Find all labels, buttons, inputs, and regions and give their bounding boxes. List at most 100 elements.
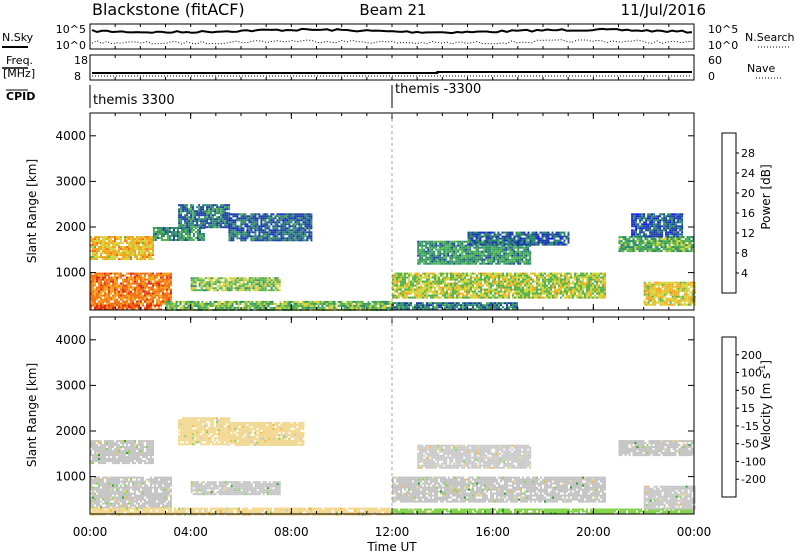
heatmap-cell — [146, 256, 148, 259]
heatmap-cell — [560, 284, 562, 287]
heatmap-cell — [288, 225, 291, 228]
heatmap-cell — [240, 239, 243, 242]
heatmap-cell — [190, 210, 193, 213]
heatmap-cell — [495, 243, 498, 246]
heatmap-cell — [506, 282, 508, 285]
heatmap-cell — [518, 288, 520, 291]
heatmap-cell — [158, 233, 161, 235]
heatmap-cell — [169, 306, 172, 309]
heatmap-cell — [421, 260, 424, 263]
heatmap-cell — [288, 217, 291, 220]
heatmap-cell — [361, 300, 364, 303]
heatmap-cell — [98, 280, 100, 283]
heatmap-cell — [264, 283, 267, 286]
heatmap-cell — [144, 244, 146, 247]
heatmap-cell — [500, 286, 502, 289]
heatmap-cell — [410, 296, 412, 299]
heatmap-cell — [100, 240, 102, 243]
heatmap-cell — [288, 235, 291, 238]
heatmap-cell — [162, 233, 165, 235]
heatmap-cell — [278, 279, 281, 282]
heatmap-cell — [126, 284, 128, 287]
heatmap-cell — [506, 288, 508, 291]
heatmap-cell — [584, 282, 586, 285]
heatmap-cell — [279, 300, 282, 303]
heatmap-cell — [521, 246, 524, 249]
heatmap-cell — [486, 288, 488, 291]
heatmap-cell — [258, 231, 261, 234]
heatmap-cell — [100, 296, 102, 299]
heatmap-cell — [566, 282, 568, 285]
heatmap-cell — [402, 278, 404, 281]
heatmap-cell — [443, 248, 446, 251]
heatmap-cell — [96, 280, 98, 283]
heatmap-cell — [489, 240, 492, 243]
heatmap-cell — [128, 278, 130, 281]
heatmap-cell — [270, 213, 273, 216]
heatmap-cell — [132, 272, 134, 275]
heatmap-cell — [465, 258, 468, 261]
heatmap-cell — [516, 292, 518, 295]
heatmap-cell — [441, 242, 444, 245]
heatmap-cell — [572, 276, 574, 279]
heatmap-cell — [446, 284, 448, 287]
heatmap-cell — [94, 304, 96, 307]
heatmap-cell — [604, 280, 606, 283]
heatmap-cell — [260, 239, 263, 242]
heatmap-cell — [464, 274, 466, 277]
heatmap-cell — [449, 240, 452, 243]
heatmap-cell — [600, 290, 602, 293]
heatmap-cell — [92, 304, 94, 307]
heatmap-cell — [160, 229, 163, 231]
heatmap-cell — [246, 217, 249, 220]
heatmap-cell — [92, 250, 94, 253]
heatmap-cell — [598, 296, 600, 299]
heatmap-cell — [509, 258, 512, 261]
heatmap-cell — [94, 300, 96, 303]
heatmap-cell — [461, 240, 464, 243]
heatmap-cell — [578, 282, 580, 285]
heatmap-cell — [94, 272, 96, 275]
heatmap-cell — [536, 278, 538, 281]
heatmap-cell — [112, 236, 114, 239]
heatmap-cell — [232, 227, 235, 230]
heatmap-cell — [367, 306, 370, 309]
heatmap-cell — [264, 215, 267, 218]
heatmap-cell — [433, 242, 436, 245]
heatmap-cell — [208, 277, 211, 280]
heatmap-cell — [512, 284, 514, 287]
heatmap-cell — [602, 276, 604, 279]
heatmap-cell — [192, 224, 195, 227]
heatmap-cell — [126, 290, 128, 293]
heatmap-cell — [108, 258, 110, 261]
heatmap-cell — [536, 276, 538, 279]
heatmap-cell — [506, 306, 508, 309]
heatmap-cell — [128, 276, 130, 279]
heatmap-cell — [519, 235, 522, 238]
heatmap-cell — [489, 248, 492, 251]
heatmap-cell — [290, 225, 293, 228]
heatmap-cell — [521, 243, 524, 246]
heatmap-cell — [186, 235, 189, 237]
heatmap-cell — [248, 229, 251, 232]
heatmap-cell — [453, 244, 456, 247]
heatmap-cell — [534, 292, 536, 295]
cpid-label: CPID — [6, 90, 35, 103]
heatmap-cell — [487, 241, 490, 244]
heatmap-cell — [469, 258, 472, 261]
heatmap-cell — [160, 294, 162, 297]
heatmap-cell — [136, 300, 138, 303]
heatmap-cell — [250, 221, 253, 224]
heatmap-cell — [456, 272, 458, 275]
heatmap-cell — [497, 248, 500, 251]
heatmap-cell — [218, 224, 221, 227]
heatmap-cell — [473, 260, 476, 263]
heatmap-cell — [104, 250, 106, 253]
heatmap-cell — [506, 304, 508, 307]
heatmap-cell — [276, 231, 279, 234]
heatmap-cell — [488, 282, 490, 285]
heatmap-cell — [130, 272, 132, 275]
heatmap-cell — [270, 281, 273, 284]
heatmap-cell — [527, 248, 530, 251]
heatmap-cell — [94, 246, 96, 249]
